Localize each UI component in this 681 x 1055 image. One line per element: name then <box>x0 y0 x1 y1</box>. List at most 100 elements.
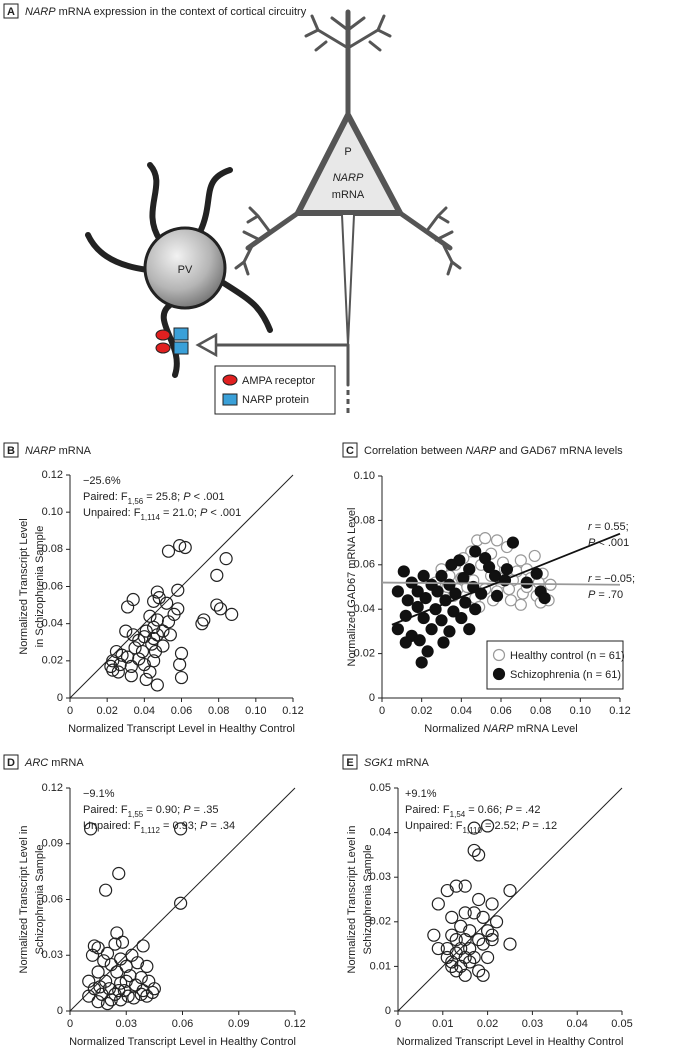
point <box>431 585 444 598</box>
point <box>455 611 468 625</box>
text-part: NARP <box>466 445 497 457</box>
point <box>449 964 463 978</box>
point <box>100 996 115 1011</box>
text-part: = 0.66; <box>465 804 505 816</box>
x-tick-label: 0.06 <box>171 705 192 717</box>
point <box>174 670 189 685</box>
x-tick-label: 0 <box>395 1018 401 1030</box>
point <box>458 933 472 947</box>
point <box>145 985 160 1000</box>
panel-label: E <box>346 757 353 769</box>
text-part: Paired: F <box>83 491 128 503</box>
point <box>109 644 124 659</box>
point <box>454 959 468 974</box>
narp-protein <box>173 341 189 355</box>
x-axis-label: Normalized Transcript Level in Healthy C… <box>69 1036 296 1048</box>
point <box>391 585 404 598</box>
legend-swatch <box>222 393 238 406</box>
text-part: Normalized Transcript Level in Healthy C… <box>68 723 295 735</box>
point <box>459 596 472 609</box>
point <box>479 532 492 545</box>
point <box>219 552 233 566</box>
text-part: Normalized <box>424 723 483 735</box>
point <box>528 549 541 563</box>
panel-label: D <box>7 757 15 769</box>
x-tick-label: 0.01 <box>432 1018 453 1030</box>
point <box>485 928 499 942</box>
point <box>538 591 551 605</box>
apical-tuft <box>304 14 392 52</box>
point <box>419 591 432 605</box>
point <box>520 576 533 589</box>
point <box>485 897 499 911</box>
point <box>458 968 472 982</box>
ampa-receptor <box>155 342 171 354</box>
point <box>225 607 239 621</box>
text-part: < .001 <box>207 507 241 519</box>
basal-branches <box>234 206 462 276</box>
annotation: +9.1% <box>405 788 437 800</box>
legend-label: Healthy control (n = 61) <box>510 650 625 662</box>
x-tick-label: 0 <box>67 1018 73 1030</box>
x-axis-label: Normalized Transcript Level in Healthy C… <box>68 723 295 735</box>
point <box>463 955 477 969</box>
text-part: Correlation between <box>364 445 466 457</box>
text-part: r <box>588 573 593 585</box>
point <box>413 634 426 647</box>
fit-line <box>381 581 621 586</box>
point <box>119 624 133 638</box>
point <box>435 569 448 583</box>
identity-line <box>397 787 623 1012</box>
point <box>443 625 456 638</box>
point <box>140 959 154 974</box>
point <box>163 628 177 642</box>
point <box>454 941 468 956</box>
panel-label-box <box>342 442 358 458</box>
point <box>481 950 495 965</box>
legend-box <box>486 640 624 690</box>
annotation: P = .70 <box>588 589 623 601</box>
x-tick-label: 0.04 <box>451 705 472 717</box>
point <box>143 665 157 679</box>
legend-label: AMPA receptor <box>242 375 315 387</box>
title-italic: NARP <box>25 6 56 18</box>
point <box>467 843 481 858</box>
text-part: in Schizophrenia Sample <box>34 526 46 648</box>
panel-a: A NARP mRNA expression in the context of… <box>3 3 462 415</box>
point <box>467 821 481 835</box>
panel-title: SGK1 mRNA <box>364 757 429 769</box>
point <box>481 819 495 833</box>
text-part: Normalized Transcript Level in <box>18 826 30 974</box>
pv-interneuron: PV <box>85 162 273 378</box>
panel: D ARC mRNA 0 0.03 0.06 0.09 0.12 0 0.03 0.06 0.09 0… <box>3 754 306 1048</box>
text-part: Paired: F <box>405 804 450 816</box>
y-tick-label: 0 <box>57 692 63 704</box>
x-tick-label: 0.05 <box>611 1018 632 1030</box>
text-part: P <box>200 820 208 832</box>
text-part: r <box>588 521 593 533</box>
panel-title: NARP mRNA <box>25 445 92 457</box>
point <box>397 565 410 578</box>
x-tick-label: 0.10 <box>245 705 266 717</box>
y-axis-label: Normalized Transcript Level in <box>346 826 358 974</box>
point <box>463 941 477 956</box>
y-tick-label: 0.06 <box>42 580 63 592</box>
x-tick-label: 0.03 <box>116 1018 137 1030</box>
y-tick-label: 0.02 <box>354 648 375 660</box>
point <box>417 569 430 583</box>
point <box>210 598 224 612</box>
point <box>458 879 472 893</box>
point <box>457 572 470 585</box>
point <box>85 948 100 962</box>
text-part: 1,112 <box>140 826 160 835</box>
y-tick-label: 0.12 <box>42 782 63 794</box>
text-part: ARC <box>24 757 48 769</box>
panel-label-box <box>3 754 19 770</box>
point <box>173 657 187 672</box>
text-part: = .70 <box>595 589 623 601</box>
x-tick-label: 0.04 <box>134 705 155 717</box>
y-tick-label: 0.12 <box>42 469 63 481</box>
point <box>472 848 486 862</box>
legend-swatch <box>222 374 238 386</box>
pyramidal-neuron: P NARP mRNA <box>195 9 462 415</box>
